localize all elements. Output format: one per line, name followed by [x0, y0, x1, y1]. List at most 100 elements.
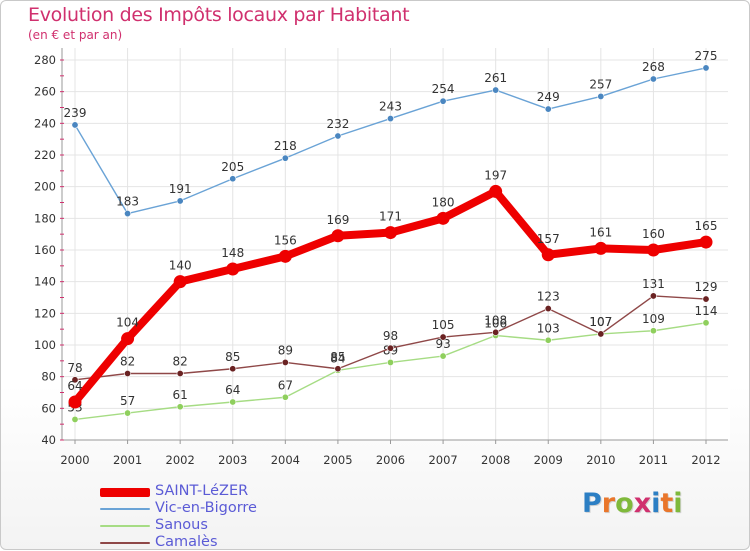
y-tick-label: 40: [41, 433, 56, 447]
legend-swatch: [100, 488, 150, 497]
data-label: 107: [589, 315, 612, 329]
data-label: 129: [695, 280, 718, 294]
data-label: 85: [225, 350, 240, 364]
data-point: [544, 336, 552, 344]
x-tick-label: 2003: [218, 453, 247, 467]
data-label: 160: [642, 227, 665, 241]
data-point: [544, 105, 552, 113]
data-label: 108: [484, 313, 507, 327]
y-tick-label: 140: [34, 275, 56, 289]
data-point: [386, 344, 394, 352]
data-label: 243: [379, 100, 402, 114]
data-point: [384, 226, 397, 240]
logo-letter: x: [633, 488, 652, 519]
data-point: [124, 409, 132, 417]
x-tick-label: 2006: [376, 453, 405, 467]
x-tick-label: 2004: [271, 453, 300, 467]
data-label: 104: [116, 316, 139, 330]
data-label: 98: [383, 329, 398, 343]
data-point: [489, 184, 503, 198]
data-label: 64: [225, 383, 240, 397]
data-label: 157: [537, 232, 560, 246]
data-point: [334, 365, 342, 373]
data-point: [436, 211, 450, 225]
legend-item: Sanous: [100, 517, 320, 534]
data-label: 268: [642, 60, 665, 74]
data-point: [649, 75, 657, 83]
data-label: 82: [120, 355, 135, 369]
y-tick-label: 80: [41, 370, 56, 384]
data-point: [226, 262, 240, 276]
data-point: [229, 175, 237, 183]
data-point: [439, 333, 447, 341]
data-label: 93: [435, 337, 450, 351]
legend-label: Camalès: [155, 534, 218, 550]
data-label: 171: [379, 210, 402, 224]
y-tick-label: 160: [34, 243, 56, 257]
data-label: 67: [278, 378, 293, 392]
x-tick-label: 2000: [60, 453, 89, 467]
data-label: 61: [173, 388, 188, 402]
data-label: 123: [537, 290, 560, 304]
legend-label: SAINT-LéZER: [155, 483, 249, 499]
chart-subtitle: (en € et par an): [28, 28, 123, 42]
x-tick-label: 2007: [428, 453, 457, 467]
data-point: [229, 365, 237, 373]
logo-letter: i: [651, 488, 661, 519]
data-label: 109: [642, 312, 665, 326]
data-label: 161: [589, 225, 612, 239]
data-point: [278, 249, 292, 263]
data-label: 131: [642, 277, 665, 291]
legend-swatch: [100, 525, 150, 527]
data-label: 89: [278, 343, 293, 357]
logo-letter: P: [582, 488, 602, 519]
data-point: [649, 327, 657, 335]
data-point: [173, 275, 187, 289]
data-point: [386, 115, 394, 123]
data-label: 140: [169, 259, 192, 273]
data-point: [386, 358, 394, 366]
data-label: 239: [64, 106, 87, 120]
logo-letter: t: [660, 488, 674, 519]
legend-swatch: [100, 542, 150, 544]
data-point: [71, 376, 79, 384]
data-point: [121, 332, 135, 346]
x-tick-label: 2011: [639, 453, 668, 467]
data-label: 105: [432, 318, 455, 332]
data-label: 183: [116, 195, 139, 209]
data-point: [176, 403, 184, 411]
data-point: [597, 92, 605, 100]
legend-label: Vic-en-Bigorre: [155, 500, 257, 516]
x-tick-label: 2012: [691, 453, 720, 467]
data-point: [649, 292, 657, 300]
data-label: 78: [67, 361, 82, 375]
data-point: [492, 86, 500, 94]
x-tick-label: 2005: [323, 453, 352, 467]
x-tick-label: 2009: [534, 453, 563, 467]
data-point: [331, 229, 345, 243]
data-point: [334, 132, 342, 140]
logo-letter: i: [673, 488, 683, 519]
data-label: 114: [695, 304, 718, 318]
logo-letter: o: [615, 488, 634, 519]
data-point: [71, 415, 79, 423]
data-point: [439, 352, 447, 360]
data-point: [541, 248, 555, 262]
data-point: [646, 243, 660, 257]
data-point: [594, 241, 608, 255]
data-label: 197: [484, 168, 507, 182]
data-label: 64: [67, 379, 82, 393]
data-label: 218: [274, 139, 297, 153]
plot-area: [62, 48, 730, 440]
y-tick-label: 220: [34, 148, 56, 162]
x-tick-label: 2002: [166, 453, 195, 467]
data-point: [124, 369, 132, 377]
y-tick-label: 260: [34, 85, 56, 99]
y-tick-label: 200: [34, 180, 56, 194]
data-label: 103: [537, 321, 560, 335]
y-tick-label: 180: [34, 211, 56, 225]
data-point: [492, 328, 500, 336]
proxiti-logo: Proxiti: [582, 488, 683, 519]
legend-item: Camalès: [100, 534, 320, 551]
